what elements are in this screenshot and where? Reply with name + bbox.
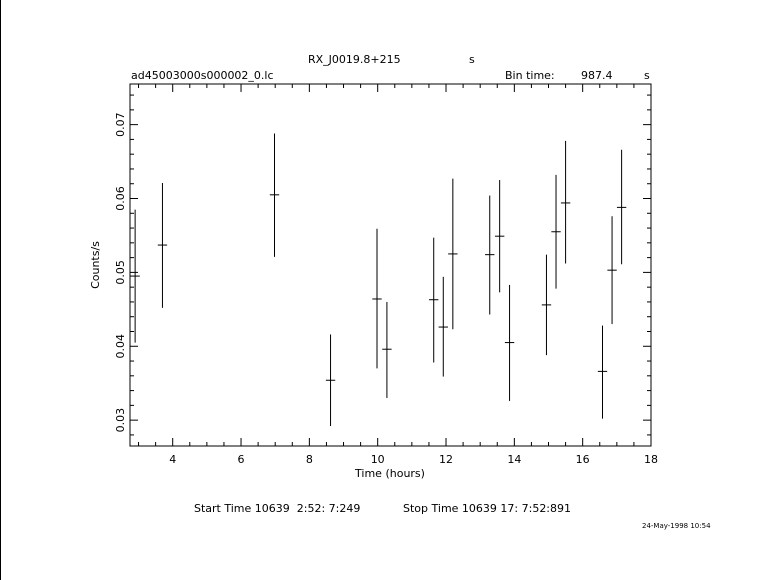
object-title: RX_J0019.8+215 [308, 53, 401, 66]
data-point [607, 216, 617, 325]
data-point [429, 237, 439, 363]
y-tick-labels: 0.03 0.04 0.05 0.06 0.07 [114, 112, 127, 432]
y-tick-label: 0.06 [114, 186, 127, 211]
data-point [372, 228, 382, 369]
plot-frame [129, 83, 652, 447]
data-point [438, 276, 448, 377]
data-point [616, 149, 627, 265]
data-point [560, 140, 571, 264]
x-tick-label: 14 [507, 453, 521, 466]
data-point [325, 334, 336, 427]
y-axis-label: Counts/s [89, 241, 102, 289]
data-point [485, 195, 495, 315]
date-stamp: 24-May-1998 10:54 [642, 522, 711, 530]
object-title-suffix: s [469, 53, 475, 66]
data-point [504, 284, 515, 401]
axis-ticks [130, 84, 652, 446]
x-axis-label: Time (hours) [354, 467, 425, 480]
data-point [130, 209, 140, 343]
x-tick-label: 16 [576, 453, 590, 466]
y-tick-label: 0.03 [114, 408, 127, 433]
x-tick-label: 8 [306, 453, 313, 466]
start-time-label: Start Time 10639 2:52: 7:249 [194, 502, 361, 515]
bin-time-label: Bin time: [505, 69, 555, 82]
y-tick-label: 0.05 [114, 260, 127, 285]
x-tick-labels: 4 6 8 10 12 14 16 18 [169, 453, 658, 466]
window-edge-line [0, 0, 1, 580]
x-tick-label: 4 [169, 453, 176, 466]
data-point [541, 254, 552, 356]
data-point [269, 133, 280, 257]
x-tick-label: 6 [238, 453, 245, 466]
bin-time-value: 987.4 [581, 69, 613, 82]
file-name-label: ad45003000s000002_0.lc [131, 69, 274, 82]
data-point [382, 301, 392, 398]
x-tick-label: 12 [439, 453, 453, 466]
data-points [130, 133, 627, 427]
stop-time-label: Stop Time 10639 17: 7:52:891 [403, 502, 572, 515]
y-tick-label: 0.04 [114, 334, 127, 359]
data-point [448, 178, 458, 330]
data-point [551, 174, 561, 289]
y-tick-label: 0.07 [114, 112, 127, 137]
x-tick-label: 10 [371, 453, 385, 466]
bin-time-unit: s [644, 69, 650, 82]
x-tick-label: 18 [644, 453, 658, 466]
data-point [494, 180, 505, 293]
data-point [597, 325, 608, 419]
data-point [157, 182, 168, 308]
